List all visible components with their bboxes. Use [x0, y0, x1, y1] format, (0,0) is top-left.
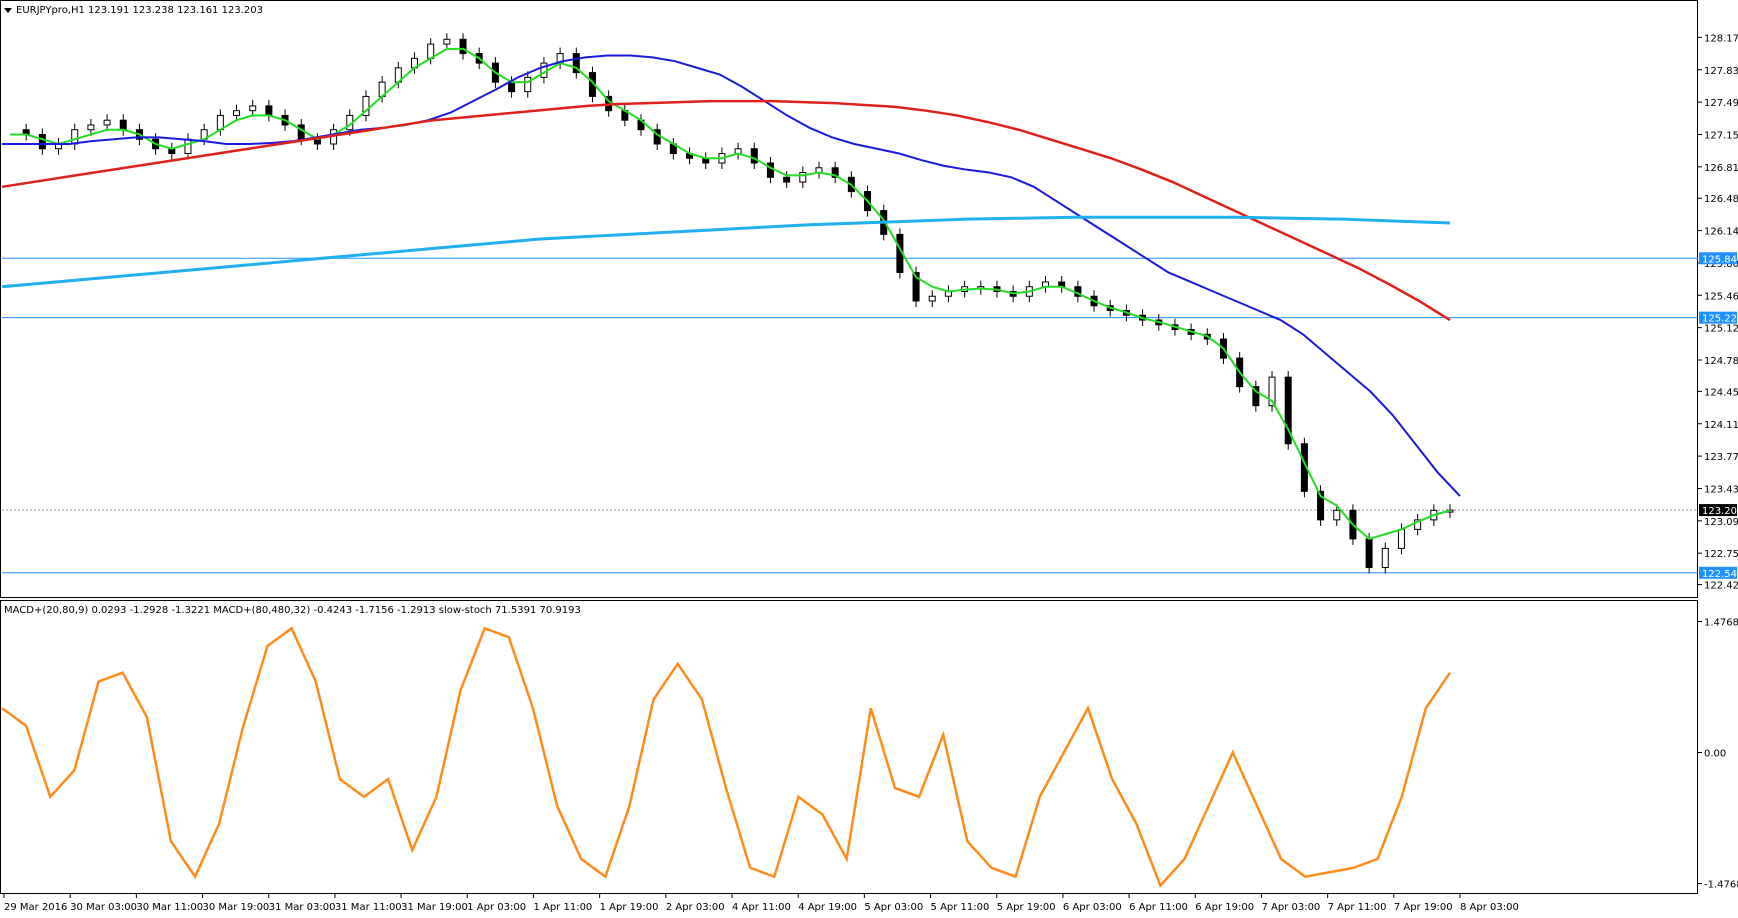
candle: [119, 119, 127, 131]
main-chart-frame: [0, 0, 1698, 598]
x-tick-label: 6 Apr 11:00: [1129, 902, 1188, 913]
y-tick-label: -1.4768: [1704, 880, 1738, 891]
main-price-layer: [1, 33, 1698, 574]
candle: [750, 148, 758, 164]
series-ma_cyan: [1, 215, 1451, 289]
candle: [831, 167, 839, 178]
candle: [1397, 528, 1405, 549]
x-tick-label: 30 Mar 19:00: [203, 902, 270, 913]
candle: [799, 172, 807, 183]
x-tick-label: 31 Mar 11:00: [335, 902, 402, 913]
ohlc-label: 123.191 123.238 123.161 123.203: [88, 5, 263, 16]
triangle-down-icon[interactable]: [4, 8, 12, 13]
y-tick-label: 125.800: [1704, 259, 1738, 270]
y-tick-label: 125.120: [1704, 324, 1738, 335]
candle: [249, 105, 257, 112]
candle: [459, 38, 467, 55]
candle: [103, 119, 111, 126]
x-tick-label: 30 Mar 03:00: [70, 902, 137, 913]
x-tick-label: 1 Apr 11:00: [533, 902, 592, 913]
candle: [1317, 490, 1325, 521]
candle: [38, 133, 46, 150]
candle: [362, 95, 370, 116]
candle: [1381, 547, 1389, 568]
candle: [1333, 509, 1341, 521]
y-tick-label: 127.830: [1704, 66, 1738, 77]
x-tick-label: 31 Mar 19:00: [401, 902, 468, 913]
y-tick-label: 124.780: [1704, 356, 1738, 367]
candle: [572, 53, 580, 74]
x-tick-label: 29 Mar 2016: [4, 902, 67, 913]
y-tick-label: 126.480: [1704, 194, 1738, 205]
price-tag-bg: [1699, 311, 1737, 324]
x-tick-label: 1 Apr 03:00: [467, 902, 526, 913]
y-tick-label: 128.170: [1704, 33, 1738, 44]
y-tick-label: 126.810: [1704, 163, 1738, 174]
candle: [928, 295, 936, 302]
axis-layer: 128.170 127.830 127.490 127.150 126.810 126.4…: [3, 33, 1738, 913]
candle: [1252, 386, 1260, 407]
candle: [71, 129, 79, 145]
y-tick-label: 123.090: [1704, 517, 1738, 528]
price-tag-bg: [1699, 252, 1737, 265]
y-tick-label: 124.450: [1704, 387, 1738, 398]
candle: [1268, 376, 1276, 407]
series-ma_red: [1, 99, 1451, 322]
y-tick-label: 123.770: [1704, 452, 1738, 463]
x-tick-label: 4 Apr 19:00: [798, 902, 857, 913]
x-tick-label: 7 Apr 03:00: [1261, 902, 1320, 913]
y-tick-label: 126.140: [1704, 227, 1738, 238]
x-tick-label: 4 Apr 11:00: [732, 902, 791, 913]
x-tick-label: 6 Apr 19:00: [1195, 902, 1254, 913]
y-tick-label: 127.490: [1704, 98, 1738, 109]
candle: [233, 110, 241, 116]
symbol-label: EURJPYpro,H1: [16, 5, 85, 16]
price-tag: 125.225: [1702, 314, 1738, 325]
price-tag-bg: [1699, 504, 1737, 517]
candle: [1365, 538, 1373, 568]
y-tick-label: 122.420: [1704, 581, 1738, 592]
candle: [1284, 376, 1292, 445]
y-tick-label: 127.150: [1704, 130, 1738, 141]
series-ma_green: [10, 47, 1451, 541]
y-tick-label: 0.00: [1704, 749, 1726, 760]
candle: [912, 271, 920, 302]
candle: [783, 176, 791, 183]
price-tag: 122.544: [1702, 569, 1738, 580]
x-tick-label: 31 Mar 03:00: [269, 902, 336, 913]
indicator-layer: [1, 626, 1452, 888]
x-tick-label: 2 Apr 03:00: [666, 902, 725, 913]
x-tick-label: 5 Apr 11:00: [931, 902, 990, 913]
y-tick-label: 125.460: [1704, 291, 1738, 302]
candle: [443, 38, 451, 45]
candle: [184, 138, 192, 154]
y-tick-label: 122.750: [1704, 549, 1738, 560]
indicator-label: MACD+(20,80,9) 0.0293 -1.2928 -1.3221 MA…: [4, 605, 581, 616]
x-tick-label: 30 Mar 11:00: [136, 902, 203, 913]
series-ma_blue: [2, 54, 1461, 497]
x-tick-label: 6 Apr 03:00: [1063, 902, 1122, 913]
series-stoch: [1, 626, 1452, 888]
x-tick-label: 7 Apr 19:00: [1394, 902, 1453, 913]
candle: [87, 124, 95, 131]
x-tick-label: 8 Apr 03:00: [1460, 902, 1519, 913]
price-tag: 123.203: [1702, 506, 1738, 517]
x-tick-label: 5 Apr 19:00: [997, 902, 1056, 913]
candle: [508, 81, 516, 93]
candle: [524, 76, 532, 93]
y-tick-label: 123.430: [1704, 484, 1738, 495]
price-tag: 125.849: [1702, 254, 1738, 265]
x-tick-label: 1 Apr 19:00: [600, 902, 659, 913]
x-tick-label: 7 Apr 11:00: [1328, 902, 1387, 913]
x-tick-label: 5 Apr 03:00: [864, 902, 923, 913]
candle: [766, 162, 774, 178]
price-tag-bg: [1699, 566, 1737, 579]
y-tick-label: 124.110: [1704, 420, 1738, 431]
candle: [265, 105, 273, 116]
candle: [1414, 519, 1422, 530]
y-tick-label: 1.4768: [1704, 617, 1738, 628]
